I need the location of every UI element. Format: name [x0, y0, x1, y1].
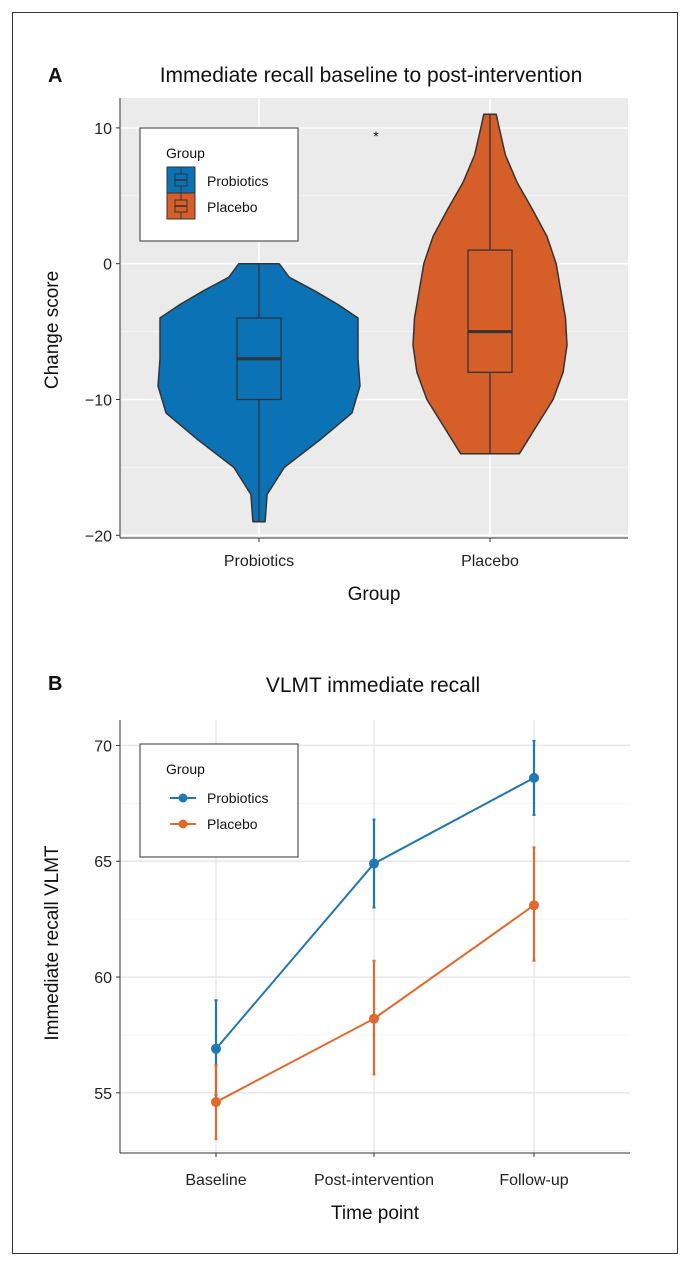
- point-probiotics: [211, 1043, 221, 1054]
- panel-b-legend-box: [139, 743, 299, 858]
- panel-b-y-axis-label: Immediate recall VLMT: [42, 845, 63, 1041]
- point-probiotics: [529, 772, 539, 783]
- legend-label-placebo: Placebo: [207, 199, 258, 215]
- panel-a-x-tick-label: Placebo: [461, 553, 519, 570]
- point-placebo: [369, 1013, 379, 1024]
- panel-b-x-tick-label: Follow-up: [499, 1172, 568, 1189]
- panel-a-y-axis-label: Change score: [42, 271, 63, 389]
- legend-label-placebo: Placebo: [207, 816, 258, 832]
- panel-a-y-tick-label: 10: [94, 121, 112, 138]
- point-placebo: [529, 900, 539, 911]
- panel-a-x-tick-label: Probiotics: [224, 553, 294, 570]
- panel-a-x-axis-label: Group: [348, 584, 401, 605]
- panel-b-y-tick-label: 70: [94, 738, 112, 755]
- panel-a-title: Immediate recall baseline to post-interv…: [160, 64, 583, 87]
- box-placebo: [467, 249, 513, 373]
- panel-b-legend-title: Group: [166, 761, 205, 777]
- panel-b-y-tick-label: 55: [94, 1086, 112, 1103]
- panel-a-legend-title: Group: [166, 145, 205, 161]
- legend-key-probiotics: [166, 166, 196, 194]
- significance-annotation: *: [373, 128, 379, 144]
- panel-b-x-tick-label: Baseline: [185, 1172, 246, 1189]
- panel-b-title: VLMT immediate recall: [266, 674, 480, 697]
- legend-label-probiotics: Probiotics: [207, 790, 268, 806]
- legend-label-probiotics: Probiotics: [207, 173, 268, 189]
- point-probiotics: [369, 858, 379, 869]
- legend-key-placebo: [166, 192, 196, 220]
- panel-b-y-tick-label: 60: [94, 970, 112, 987]
- panel-a-y-tick-label: −10: [85, 392, 112, 409]
- legend-point-probiotics: [178, 793, 188, 803]
- panel-b-y-tick-label: 65: [94, 854, 112, 871]
- panel-a-label: A: [48, 65, 62, 87]
- panel-b: B VLMT immediate recall 55 60 65 70 Baseline Po…: [42, 673, 630, 1224]
- panel-b-x-axis-label: Time point: [331, 1203, 420, 1224]
- panel-b-x-tick-label: Post-intervention: [314, 1172, 434, 1189]
- panel-a-y-tick-label: 0: [103, 257, 112, 274]
- panel-a-legend-box: [139, 127, 299, 242]
- point-placebo: [211, 1097, 221, 1108]
- legend-point-placebo: [178, 819, 188, 829]
- panel-a-y-tick-label: −20: [85, 528, 112, 545]
- panel-a: A Immediate recall baseline to post-inter…: [42, 64, 628, 605]
- panel-b-label: B: [48, 673, 62, 695]
